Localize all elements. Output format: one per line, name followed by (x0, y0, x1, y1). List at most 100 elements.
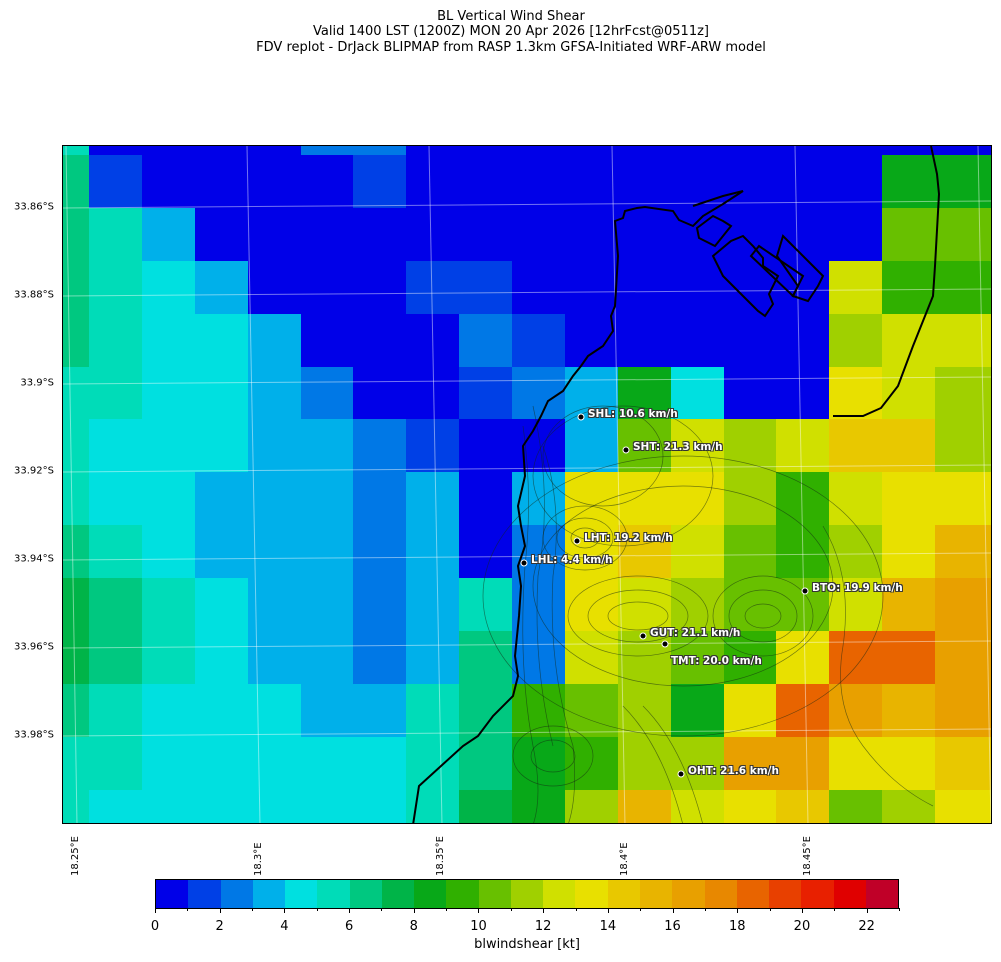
map-canvas (63, 146, 991, 823)
colorbar-label: blwindshear [kt] (474, 937, 580, 952)
grid-cell (565, 419, 618, 472)
grid-cell (776, 684, 829, 737)
grid-cell (353, 525, 406, 578)
colorbar-swatch (607, 880, 640, 908)
colorbar-tick-mark (510, 908, 512, 911)
grid-cell (248, 261, 301, 314)
grid-cell (301, 419, 353, 472)
longitude-tick-label: 18.3°E (253, 842, 264, 876)
colorbar-tick-label: 20 (793, 919, 811, 934)
grid-cell (248, 790, 301, 823)
grid-cell (829, 261, 882, 314)
grid-cell (248, 578, 301, 631)
colorbar-tick-mark (349, 908, 351, 913)
colorbar-tick-label: 14 (599, 919, 617, 934)
grid-cell (195, 155, 248, 208)
grid-cell (829, 208, 882, 261)
grid-cell (459, 208, 512, 261)
grid-cell (353, 261, 406, 314)
grid-cell (248, 737, 301, 790)
grid-cell (829, 419, 882, 472)
colorbar-tick-mark (446, 908, 448, 911)
longitude-tick-label: 18.4°E (619, 842, 630, 876)
grid-cell (829, 525, 882, 578)
grid-cell (565, 631, 618, 684)
grid-cell (89, 578, 142, 631)
grid-cell (671, 367, 724, 419)
grid-cell (829, 367, 882, 419)
colorbar-swatch (188, 880, 221, 908)
grid-cell (724, 684, 776, 737)
grid-cell (353, 578, 406, 631)
colorbar-tick-mark (219, 908, 221, 913)
colorbar-swatch (285, 880, 318, 908)
grid-cell (63, 578, 89, 631)
station-dot-bto (801, 587, 809, 595)
grid-cell (882, 578, 935, 631)
colorbar-tick-label: 16 (664, 919, 681, 934)
latitude-tick-label: 33.98°S (14, 729, 54, 741)
grid-cell (565, 208, 618, 261)
grid-cell (301, 314, 353, 367)
grid-cell (618, 155, 671, 208)
colorbar-swatch (478, 880, 511, 908)
grid-cell (89, 525, 142, 578)
grid-cell (89, 146, 142, 155)
grid-cell (142, 790, 195, 823)
colorbar-tick-mark (640, 908, 642, 911)
grid-cell (301, 208, 353, 261)
station-label-bto: BTO: 19.9 km/h (812, 582, 903, 594)
grid-cell (89, 631, 142, 684)
grid-cell (459, 314, 512, 367)
grid-cell (882, 367, 935, 419)
colorbar-swatch (349, 880, 382, 908)
colorbar-swatch (381, 880, 415, 908)
grid-cell (248, 146, 301, 155)
station-label-sht: SHT: 21.3 km/h (633, 441, 723, 453)
grid-cell (63, 367, 89, 419)
grid-cell (142, 419, 195, 472)
grid-cell (935, 684, 991, 737)
grid-cell (195, 472, 248, 525)
grid-cell (63, 146, 89, 155)
grid-cell (195, 578, 248, 631)
grid-cell (512, 146, 565, 155)
grid-cell (406, 261, 459, 314)
colorbar-tick-mark (543, 908, 545, 913)
grid-cell (776, 419, 829, 472)
colorbar-swatch (220, 880, 253, 908)
grid-cell (459, 631, 512, 684)
station-dot-tmt (661, 640, 669, 648)
grid-cell (406, 314, 459, 367)
grid-cell (459, 472, 512, 525)
grid-cell (618, 737, 671, 790)
grid-cell (829, 790, 882, 823)
grid-cell (89, 684, 142, 737)
colorbar-tick-label: 10 (470, 919, 487, 934)
colorbar-tick-mark (316, 908, 318, 911)
grid-cell (142, 208, 195, 261)
grid-cell (776, 578, 829, 631)
grid-cell (618, 261, 671, 314)
grid-cell (935, 631, 991, 684)
longitude-tick-label: 18.25°E (70, 836, 81, 876)
colorbar-tick-mark (801, 908, 803, 913)
grid-cell (406, 631, 459, 684)
grid-cell (882, 525, 935, 578)
colorbar-tick-label: 18 (728, 919, 746, 934)
grid-cell (301, 146, 353, 155)
grid-cell (512, 525, 565, 578)
grid-cell (353, 155, 406, 208)
colorbar-tick-label: 12 (534, 919, 552, 934)
grid-cell (89, 155, 142, 208)
grid-cell (935, 737, 991, 790)
grid-cell (512, 208, 565, 261)
latitude-tick-label: 33.88°S (14, 289, 54, 301)
colorbar-tick-mark (899, 908, 900, 911)
grid-cell (142, 578, 195, 631)
grid-cell (142, 146, 195, 155)
coastline (412, 146, 941, 823)
grid-cell (724, 419, 776, 472)
longitude-tick-label: 18.35°E (435, 836, 446, 876)
grid-cell (89, 737, 142, 790)
